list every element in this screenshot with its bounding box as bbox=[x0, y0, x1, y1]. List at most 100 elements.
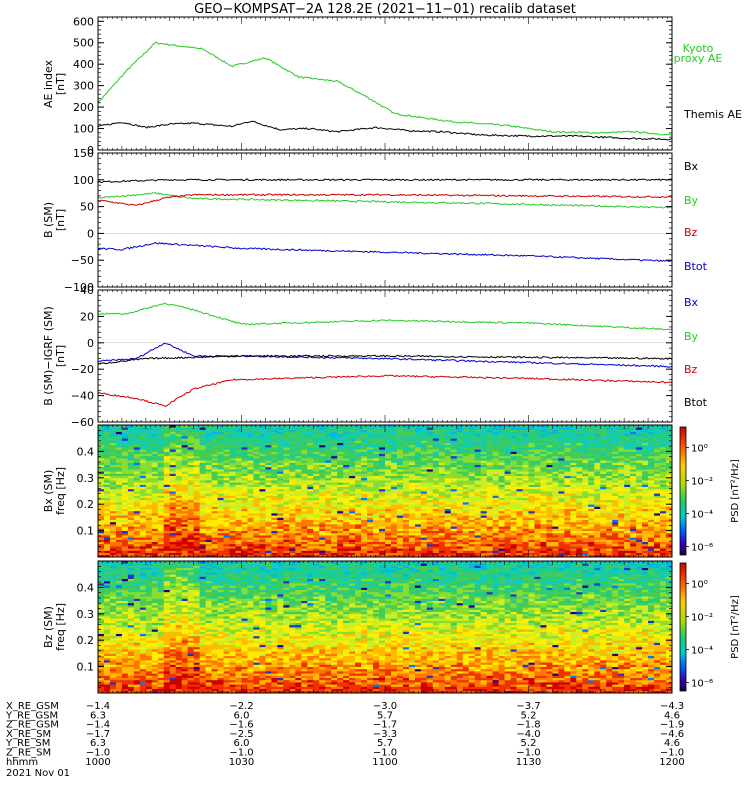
spectrogram-cell bbox=[223, 510, 230, 514]
spectrogram-cell bbox=[331, 550, 338, 553]
spectrogram-cell bbox=[379, 438, 386, 441]
spectrogram-cell bbox=[193, 440, 201, 443]
spectrogram-cell bbox=[115, 458, 123, 461]
spectrogram-cell bbox=[271, 431, 278, 435]
spectrogram-cell bbox=[187, 458, 195, 461]
spectrogram-cell bbox=[181, 469, 189, 472]
spectrogram-cell bbox=[157, 519, 165, 523]
spectrogram-cell bbox=[247, 471, 254, 474]
spectrogram-cell bbox=[229, 532, 236, 536]
spectrogram-cell bbox=[313, 532, 320, 536]
spectrogram-cell bbox=[163, 488, 171, 492]
spectrogram-cell bbox=[379, 548, 386, 551]
spectrogram-cell bbox=[229, 535, 236, 538]
spectrogram-cell bbox=[492, 477, 500, 481]
spectrogram-cell bbox=[420, 508, 428, 512]
spectrogram-cell bbox=[193, 433, 201, 437]
spectrogram-cell bbox=[175, 510, 183, 514]
spectrogram-cell bbox=[151, 449, 159, 452]
spectrogram-cell bbox=[103, 513, 111, 516]
spectrogram-cell bbox=[133, 546, 141, 549]
spectrogram-cell bbox=[151, 475, 159, 479]
spectrogram-cell bbox=[408, 499, 416, 503]
spectrogram-cell bbox=[373, 495, 380, 498]
spectrogram-cell bbox=[133, 486, 141, 490]
spectrogram-cell bbox=[468, 504, 476, 507]
spectrogram-cell bbox=[319, 431, 326, 435]
spectrogram-cell bbox=[151, 427, 159, 430]
spectrogram-cell bbox=[468, 532, 476, 536]
spectrogram-cell bbox=[103, 537, 111, 540]
spectrogram-cell bbox=[414, 460, 422, 463]
spectrogram-cell bbox=[474, 502, 482, 505]
spectrogram-cell bbox=[390, 506, 398, 509]
spectrogram-cell bbox=[121, 537, 129, 540]
spectrogram-cell bbox=[438, 526, 446, 529]
spectrogram-cell bbox=[343, 530, 350, 534]
spectrogram-cell bbox=[139, 528, 147, 531]
spectrogram-cell bbox=[319, 455, 326, 459]
spectrogram-cell bbox=[492, 528, 500, 531]
spectrogram-cell bbox=[217, 471, 224, 474]
spectrogram-cell bbox=[390, 528, 398, 531]
spectrogram-cell bbox=[103, 440, 111, 443]
spectrogram-cell bbox=[241, 451, 248, 454]
spectrogram-cell bbox=[175, 508, 183, 512]
spectrogram-cell bbox=[450, 497, 458, 501]
spectrogram-cell bbox=[115, 546, 123, 549]
spectrogram-cell bbox=[474, 499, 482, 503]
spectrogram-cell bbox=[402, 466, 410, 470]
spectrogram-cell bbox=[151, 497, 159, 501]
spectrogram-cell bbox=[109, 499, 117, 503]
spectrogram-cell bbox=[325, 449, 332, 452]
spectrogram-cell bbox=[319, 471, 326, 474]
spectrogram-cell bbox=[307, 539, 314, 542]
spectrogram-cell bbox=[265, 477, 272, 481]
spectrogram-cell bbox=[450, 495, 458, 498]
spectrogram-cell bbox=[289, 460, 296, 463]
spectrogram-cell bbox=[283, 495, 290, 498]
spectrogram-cell bbox=[396, 521, 404, 525]
spectrogram-cell bbox=[414, 539, 422, 542]
spectrogram-cell bbox=[109, 554, 117, 558]
spectrogram-cell bbox=[349, 513, 356, 516]
spectrogram-cell bbox=[98, 469, 105, 472]
spectrogram-cell bbox=[169, 475, 177, 479]
spectrogram-cell bbox=[241, 425, 248, 428]
spectrogram-cell bbox=[187, 488, 195, 492]
spectrogram-cell bbox=[456, 482, 464, 485]
spectrogram-cell bbox=[492, 539, 500, 542]
spectrogram-cell bbox=[337, 499, 344, 503]
spectrogram-cell bbox=[450, 541, 458, 545]
spectrogram-cell bbox=[133, 506, 141, 509]
spectrogram-cell bbox=[367, 532, 374, 536]
spectrogram-cell bbox=[169, 482, 177, 485]
spectrogram-cell bbox=[109, 506, 117, 509]
spectrogram-cell bbox=[420, 484, 428, 487]
spectrogram-cell bbox=[343, 451, 350, 454]
spectrogram-cell bbox=[420, 458, 428, 461]
spectrogram-cell bbox=[283, 473, 290, 476]
spectrogram-cell bbox=[193, 513, 201, 516]
spectrogram-cell bbox=[235, 508, 242, 512]
spectrogram-cell bbox=[438, 541, 446, 545]
spectrogram-cell bbox=[355, 497, 362, 501]
spectrogram-cell bbox=[426, 458, 434, 461]
spectrogram-cell bbox=[349, 532, 356, 536]
spectrogram-cell bbox=[414, 502, 422, 505]
spectrogram-cell bbox=[115, 526, 123, 529]
spectrogram-cell bbox=[355, 451, 362, 454]
spectrogram-cell bbox=[474, 541, 482, 545]
spectrogram-cell bbox=[98, 460, 105, 463]
spectrogram-cell bbox=[426, 510, 434, 514]
spectrogram-cell bbox=[157, 535, 165, 538]
spectrogram-cell bbox=[337, 493, 344, 496]
spectrogram-cell bbox=[367, 447, 374, 450]
spectrogram-cell bbox=[223, 425, 230, 428]
spectrogram-cell bbox=[199, 449, 207, 452]
spectrogram-cell bbox=[199, 464, 207, 468]
spectrogram-cell bbox=[289, 532, 296, 536]
spectrogram-cell bbox=[337, 425, 344, 428]
spectrogram-cell bbox=[426, 543, 434, 547]
spectrogram-cell bbox=[379, 473, 386, 476]
